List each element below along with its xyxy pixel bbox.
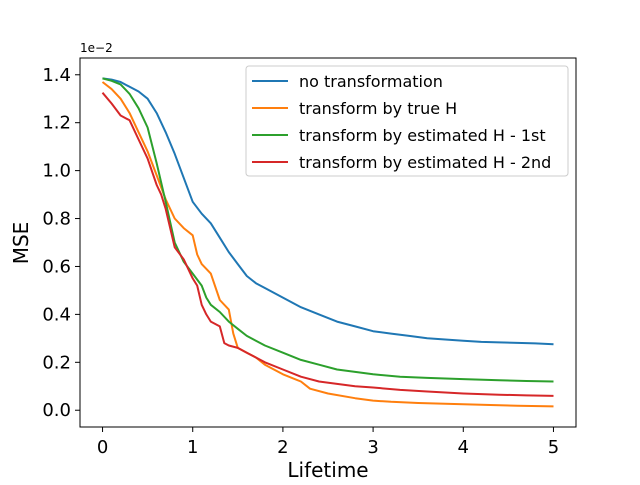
y-tick-label: 1.0	[42, 161, 71, 182]
x-tick-label: 5	[548, 437, 559, 458]
y-tick-label: 1.2	[42, 113, 71, 134]
y-tick-label: 0.4	[42, 304, 71, 325]
x-tick-label: 0	[97, 437, 108, 458]
legend-label-2: transform by true H	[299, 99, 457, 118]
x-tick-label: 2	[277, 437, 288, 458]
legend-label-4: transform by estimated H - 2nd	[299, 153, 551, 172]
series-layer	[101, 77, 554, 408]
series-line-4	[101, 92, 554, 397]
series-line-2	[101, 81, 554, 408]
y-axis-label: MSE	[9, 222, 33, 265]
y-tick-label: 0.8	[42, 209, 71, 230]
y-tick-label: 0.0	[42, 400, 71, 421]
y-axis: 0.0 0.2 0.4 0.6 0.8 1.0 1.2 1.4	[42, 65, 80, 421]
y-tick-label: 1.4	[42, 65, 71, 86]
y-offset-label: 1e−2	[80, 41, 113, 55]
legend-label-3: transform by estimated H - 1st	[299, 126, 546, 145]
y-tick-label: 0.6	[42, 256, 71, 277]
x-tick-label: 4	[458, 437, 469, 458]
legend-label-1: no transformation	[299, 72, 443, 91]
x-axis: 0 1 2 3 4 5	[97, 427, 559, 458]
legend: no transformation transform by true H tran…	[245, 65, 569, 177]
x-tick-label: 3	[367, 437, 378, 458]
legend-box	[245, 65, 569, 177]
plot-frame	[79, 57, 577, 428]
x-tick-label: 1	[187, 437, 198, 458]
x-axis-label: Lifetime	[287, 458, 368, 480]
series-line-3	[102, 77, 554, 383]
y-tick-label: 0.2	[42, 352, 71, 373]
series-line-1	[102, 77, 554, 346]
